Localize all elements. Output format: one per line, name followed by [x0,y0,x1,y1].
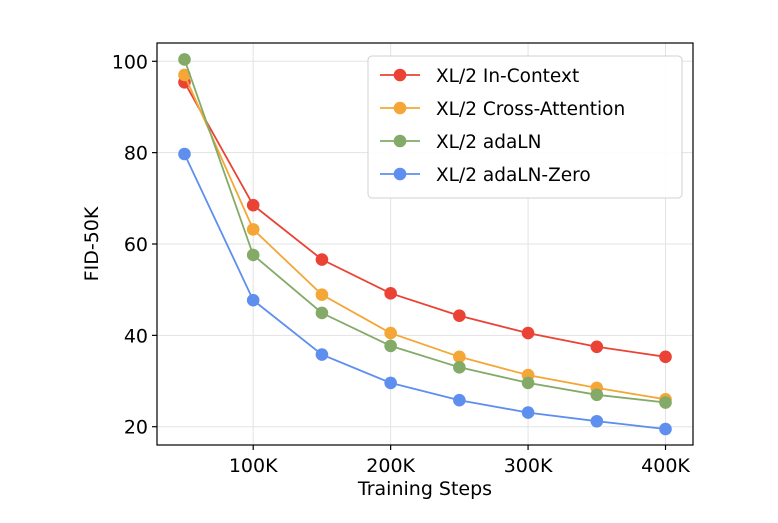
data-point [178,53,191,66]
y-tick-label: 100 [112,51,148,73]
x-tick-label: 200K [366,455,415,477]
legend-swatch-marker [393,101,407,115]
y-tick-label: 60 [124,234,148,256]
data-point [246,223,260,236]
data-point [453,361,466,374]
data-point [246,198,260,212]
data-point [315,253,329,266]
data-point [521,326,535,340]
data-point [453,350,466,364]
data-point [521,376,535,390]
legend-label: XL/2 adaLN [436,132,541,153]
series-1 [178,68,672,406]
legend-swatch-marker [393,167,407,181]
series-line [183,74,666,401]
legend-swatch-marker [393,134,407,148]
legend-swatch-marker [393,68,407,82]
y-tick-label: 20 [124,417,148,439]
axis-ticks: 20 40 60 80 100 100K 200K 300K 400K [112,51,691,477]
series-line [183,81,666,358]
y-tick-label: 80 [124,143,148,165]
data-point [590,388,604,402]
legend-label: XL/2 adaLN-Zero [436,165,591,186]
data-point [659,350,672,364]
series-3 [178,147,672,436]
data-point [315,306,329,320]
data-point [384,326,397,340]
series-line [183,153,666,430]
data-point [659,422,672,436]
data-point [246,293,260,307]
data-point [178,147,191,161]
x-axis-label: Training Steps [357,478,492,500]
series-0 [178,75,672,364]
legend-entry: XL/2 adaLN-Zero [380,165,591,186]
data-point [178,68,191,82]
data-point [659,396,672,409]
data-point [590,414,604,428]
y-tick-label: 40 [124,325,148,347]
legend: XL/2 In-Context XL/2 Cross-Attention XL/2 … [367,55,683,199]
series-group [178,53,672,436]
legend-label: XL/2 In-Context [436,66,579,87]
y-axis-label: FID-50K [81,206,103,281]
series-2 [178,53,672,409]
legend-entry: XL/2 In-Context [380,66,579,87]
data-point [315,288,329,302]
x-tick-label: 300K [504,455,553,477]
data-point [384,376,397,390]
data-point [246,248,260,262]
data-point [384,339,397,353]
legend-box [367,55,683,199]
data-point [384,287,397,300]
data-point [590,340,604,354]
series-line [183,59,666,404]
legend-entry: XL/2 Cross-Attention [380,99,625,120]
legend-entry: XL/2 adaLN [380,132,541,153]
legend-label: XL/2 Cross-Attention [436,99,625,120]
data-point [453,309,466,323]
x-tick-label: 100K [229,455,278,477]
data-point [521,406,535,419]
data-point [453,393,466,407]
data-point [315,348,329,361]
x-tick-label: 400K [641,455,690,477]
